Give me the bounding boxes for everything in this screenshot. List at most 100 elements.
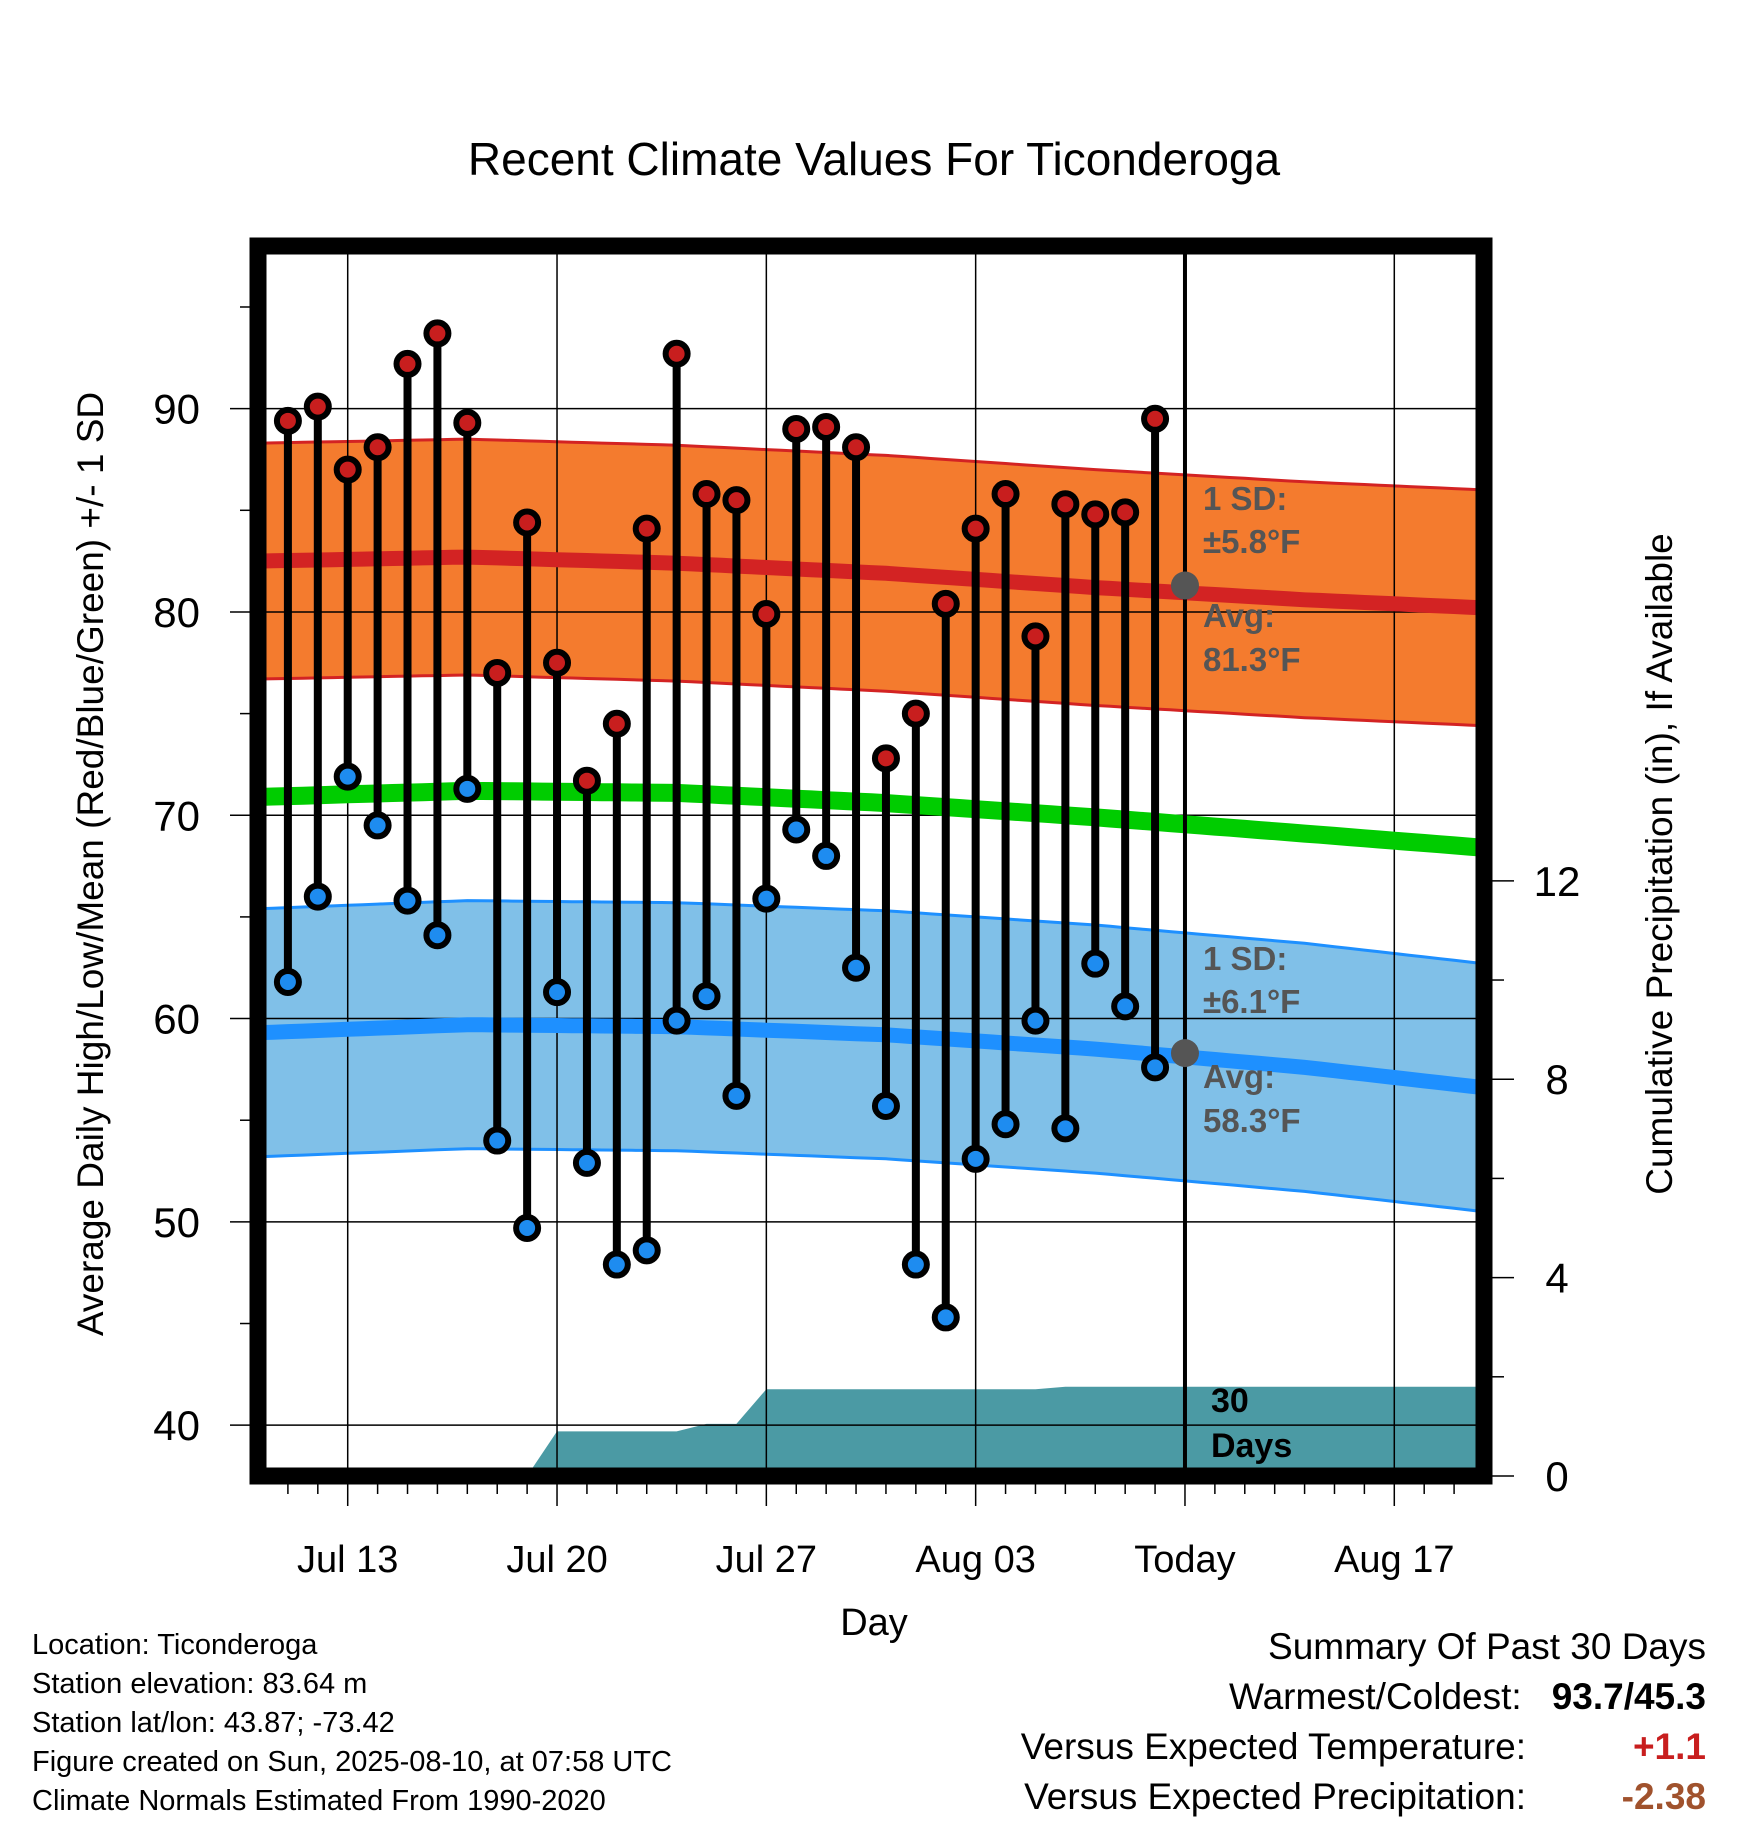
daily-high-point [363, 433, 392, 462]
daily-high-point [423, 319, 452, 348]
low-sd-band-upper-edge [257, 899, 1485, 966]
daily-low-point [931, 1303, 960, 1332]
daily-high-point [453, 408, 482, 437]
summary-temp-row: Versus Expected Temperature: +1.1 [1021, 1726, 1706, 1776]
summary-warm-cold-row: Warmest/Coldest: 93.7/45.3 [1021, 1676, 1706, 1726]
daily-low-point [423, 921, 452, 950]
low-avg-label: Avg: [1203, 1058, 1275, 1095]
daily-low-point [871, 1091, 900, 1120]
y-right-tick-label: 0 [1545, 1453, 1568, 1500]
low-sd-band-lower-edge [257, 1147, 1485, 1214]
plot-background [258, 246, 1484, 1476]
precip-days-label: 30 [1211, 1382, 1249, 1420]
summary-warm-cold-label: Warmest/Coldest: [1229, 1676, 1522, 1717]
daily-high-point [273, 406, 302, 435]
summary-warm-cold-value: 93.7/45.3 [1551, 1676, 1706, 1717]
daily-low-point [1021, 1006, 1050, 1035]
plot-area: 1 SD: ±5.8°F Avg: 81.3°F 1 SD: ±6.1°F Avg: 58.3… [153, 237, 1580, 1581]
y-left-tick-label: 80 [153, 589, 200, 636]
daily-low-point [842, 953, 871, 982]
daily-high-point [513, 508, 542, 537]
station-elevation: Station elevation: 83.64 m [32, 1668, 368, 1700]
normal-low-line [257, 1017, 1485, 1096]
daily-low-point [961, 1144, 990, 1173]
daily-low-point [393, 886, 422, 915]
daily-high-point [752, 599, 781, 628]
daily-low-point [901, 1250, 930, 1279]
x-tick-label: Aug 03 [915, 1539, 1035, 1581]
y-axis-right-label: Cumulative Precipitation (in), If Availa… [1639, 533, 1680, 1195]
y-left-tick-label: 40 [153, 1402, 200, 1449]
summary-heading-row: Summary Of Past 30 Days [1021, 1626, 1706, 1676]
daily-high-point [1081, 500, 1110, 529]
daily-low-point [1111, 992, 1140, 1021]
high-sd-band-upper-edge [257, 437, 1485, 492]
station-latlon: Station lat/lon: 43.87; -73.42 [32, 1707, 395, 1739]
low-sd-band [258, 900, 1484, 1212]
daily-low-point [602, 1250, 631, 1279]
station-location: Location: Ticonderoga [32, 1629, 318, 1661]
high-avg-value: 81.3°F [1203, 641, 1301, 678]
daily-low-point [483, 1126, 512, 1155]
low-sd-value: ±6.1°F [1203, 983, 1300, 1020]
daily-low-point [572, 1148, 601, 1177]
daily-high-point [303, 392, 332, 421]
daily-low-point [782, 815, 811, 844]
daily-low-point [632, 1236, 661, 1265]
daily-low-point [513, 1213, 542, 1242]
daily-low-point [692, 982, 721, 1011]
today-low-avg-marker [1170, 1039, 1199, 1068]
y-left-tick-label: 50 [153, 1199, 200, 1246]
daily-high-point [483, 658, 512, 687]
daily-high-point [812, 412, 841, 441]
daily-high-point [782, 414, 811, 443]
daily-low-point [543, 978, 572, 1007]
daily-high-point [602, 709, 631, 738]
normals-period: Climate Normals Estimated From 1990-2020 [32, 1785, 606, 1817]
y-left-tick-label: 90 [153, 386, 200, 433]
daily-low-point [662, 1006, 691, 1035]
today-high-avg-marker [1170, 571, 1199, 600]
daily-high-point [842, 433, 871, 462]
station-info: Location: Ticonderoga Station elevation:… [32, 1626, 672, 1821]
daily-high-point [572, 766, 601, 795]
daily-high-point [393, 349, 422, 378]
daily-low-point [363, 811, 392, 840]
daily-low-point [812, 841, 841, 870]
x-tick-label: Aug 17 [1334, 1539, 1454, 1581]
high-sd-value: ±5.8°F [1203, 523, 1300, 560]
daily-low-point [333, 762, 362, 791]
summary-heading: Summary Of Past 30 Days [1268, 1626, 1706, 1667]
daily-low-point [273, 967, 302, 996]
precip-days-label-2: Days [1211, 1427, 1292, 1465]
chart-title: Recent Climate Values For Ticonderoga [468, 133, 1281, 185]
summary-temp-label: Versus Expected Temperature: [1020, 1726, 1526, 1767]
normal-high-line [257, 549, 1485, 616]
summary-panel: Summary Of Past 30 Days Warmest/Coldest:… [1021, 1626, 1706, 1826]
daily-high-point [543, 648, 572, 677]
x-tick-label: Jul 20 [506, 1539, 607, 1581]
daily-low-point [752, 884, 781, 913]
summary-precip-value: -2.38 [1621, 1776, 1706, 1817]
high-sd-label: 1 SD: [1203, 480, 1287, 517]
daily-low-point [1051, 1114, 1080, 1143]
daily-high-point [632, 514, 661, 543]
low-avg-value: 58.3°F [1203, 1102, 1301, 1139]
daily-high-point [871, 744, 900, 773]
x-tick-label: Today [1134, 1539, 1235, 1581]
x-tick-label: Jul 13 [297, 1539, 398, 1581]
high-avg-label: Avg: [1203, 597, 1275, 634]
daily-high-point [961, 514, 990, 543]
daily-high-point [662, 339, 691, 368]
summary-precip-row: Versus Expected Precipitation: -2.38 [1021, 1776, 1706, 1826]
daily-high-point [333, 455, 362, 484]
daily-high-point [722, 486, 751, 515]
x-tick-label: Jul 27 [716, 1539, 817, 1581]
daily-low-point [722, 1081, 751, 1110]
daily-high-point [901, 699, 930, 728]
y-left-tick-label: 70 [153, 792, 200, 839]
y-right-tick-label: 4 [1545, 1255, 1568, 1302]
y-left-tick-label: 60 [153, 996, 200, 1043]
high-sd-band-lower-edge [257, 673, 1485, 728]
daily-high-point [1141, 404, 1170, 433]
